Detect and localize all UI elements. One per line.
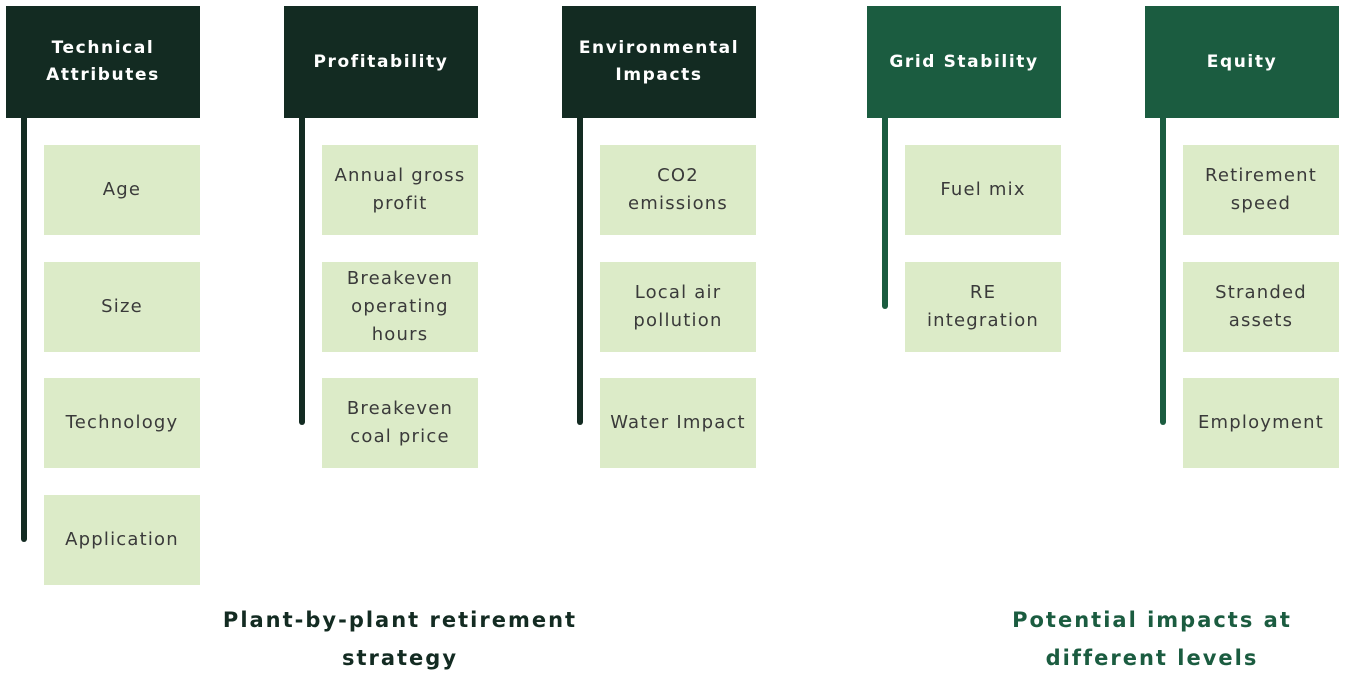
- connector-line: [299, 112, 305, 425]
- connector-line: [21, 112, 27, 542]
- criterion-box: Breakeven coal price: [322, 378, 478, 468]
- criterion-box: Breakeven operating hours: [322, 261, 478, 352]
- connector-line: [577, 112, 583, 425]
- group-header: Grid Stability: [867, 6, 1061, 118]
- criterion-box: Local air pollution: [600, 261, 756, 352]
- criterion-box: RE integration: [905, 261, 1061, 352]
- group-header: Technical Attributes: [6, 6, 200, 118]
- criterion-box: Fuel mix: [905, 145, 1061, 235]
- section-label: Plant-by-plant retirement strategy: [222, 608, 578, 670]
- group-header: Environmental Impacts: [562, 6, 756, 118]
- connector-line: [1160, 112, 1166, 425]
- section-label: Potential impacts at different levels: [1012, 608, 1292, 670]
- criterion-box: Employment: [1183, 378, 1339, 468]
- criterion-box: Water Impact: [600, 378, 756, 468]
- criterion-box: CO2 emissions: [600, 145, 756, 235]
- criterion-box: Age: [44, 145, 200, 235]
- criterion-box: Annual gross profit: [322, 145, 478, 235]
- criterion-box: Application: [44, 494, 200, 585]
- group-header: Profitability: [284, 6, 478, 118]
- criterion-box: Size: [44, 261, 200, 352]
- connector-line: [882, 112, 888, 309]
- criterion-box: Retirement speed: [1183, 145, 1339, 235]
- group-header: Equity: [1145, 6, 1339, 118]
- criterion-box: Technology: [44, 378, 200, 468]
- criterion-box: Stranded assets: [1183, 261, 1339, 352]
